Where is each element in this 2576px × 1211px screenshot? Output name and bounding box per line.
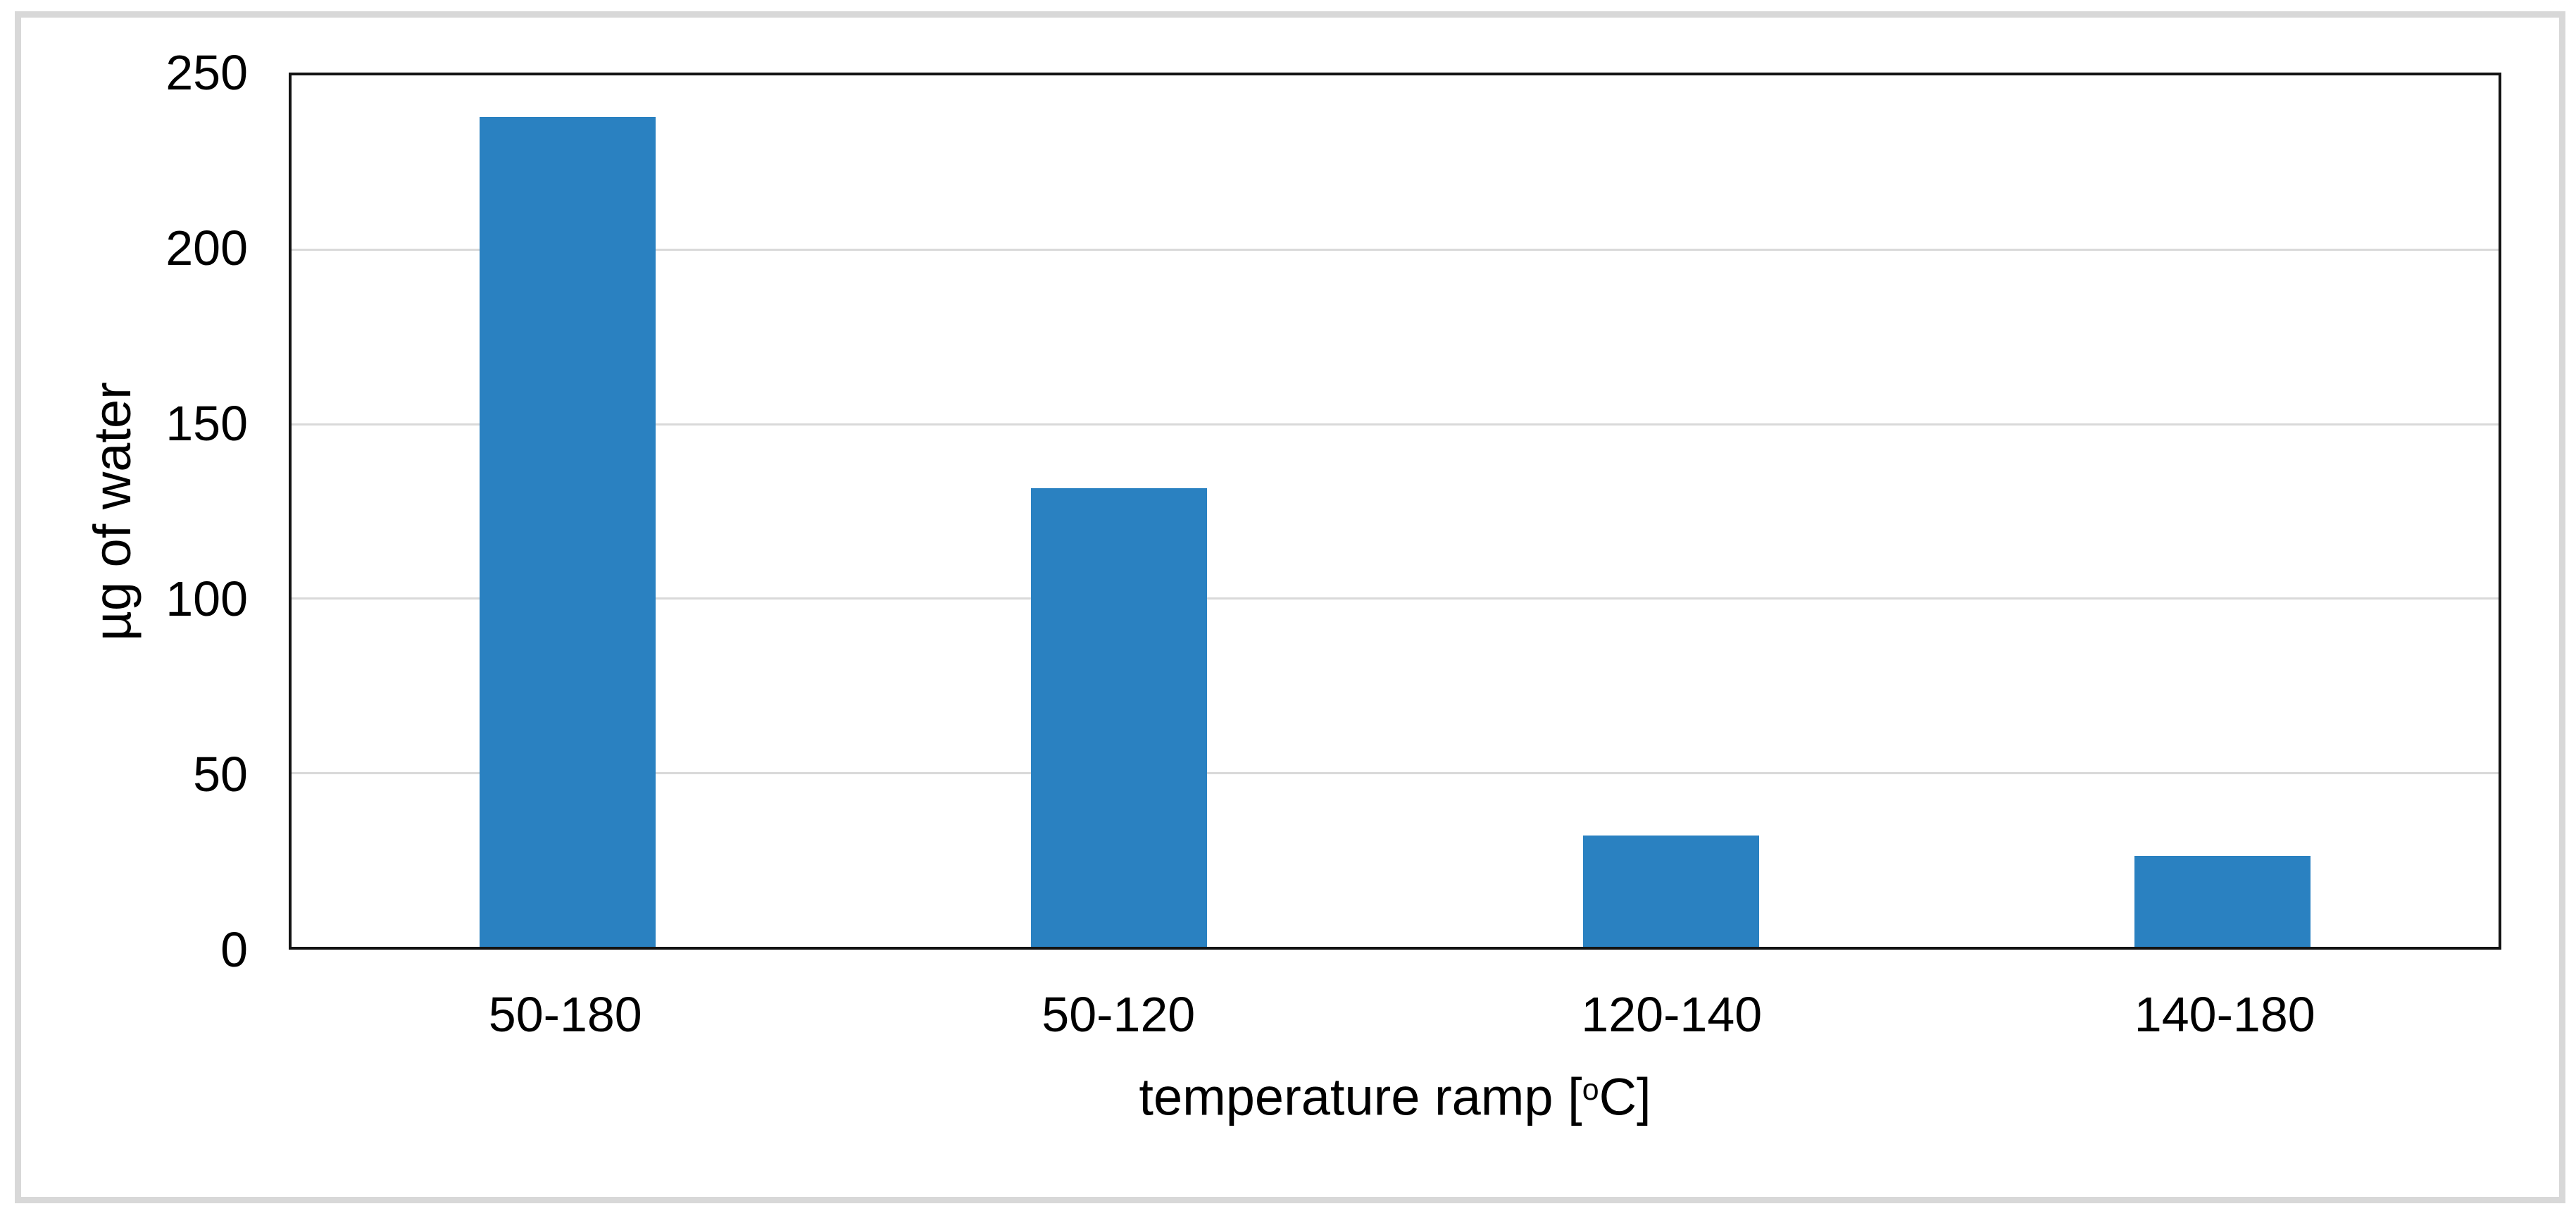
x-axis-title: temperature ramp [oC] [289,1057,2501,1126]
bar-50-180 [479,117,656,947]
x-axis-title-suffix: C] [1599,1067,1651,1126]
y-tick-label-50: 50 [193,747,248,802]
x-tick-label-50-120: 50-120 [1042,987,1196,1042]
x-axis-title-prefix: temperature ramp [ [1139,1067,1582,1126]
bar-120-140 [1582,835,1759,947]
y-tick-label-200: 200 [165,221,248,275]
x-axis-title-superscript: o [1582,1073,1599,1107]
gridline-50 [292,771,2499,774]
plot-area [289,73,2501,950]
gridline-100 [292,597,2499,600]
y-tick-label-0: 0 [220,922,248,977]
x-tick-label-50-180: 50-180 [488,987,642,1042]
y-tick-label-150: 150 [165,396,248,451]
y-tick-label-250: 250 [165,45,248,100]
bar-140-180 [2134,856,2311,947]
gridline-200 [292,249,2499,251]
bar-50-120 [1031,488,1208,947]
y-axis-title: µg of water [83,382,142,641]
y-tick-label-100: 100 [165,571,248,626]
x-tick-label-140-180: 140-180 [2134,987,2315,1042]
gridline-150 [292,423,2499,426]
x-tick-label-120-140: 120-140 [1581,987,1763,1042]
